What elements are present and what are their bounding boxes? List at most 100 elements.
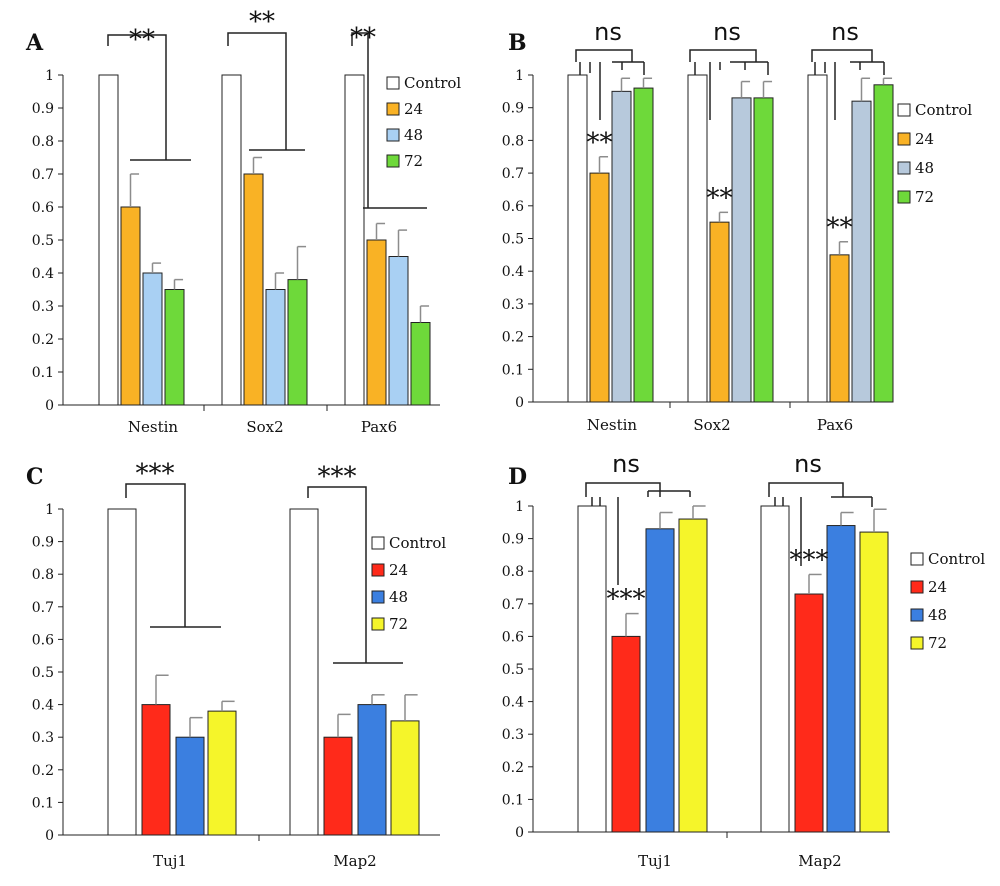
y-tick-label: 0 xyxy=(515,395,524,411)
x-category-label: Nestin xyxy=(587,416,638,434)
bar-significance-label: *** xyxy=(607,585,646,615)
y-tick-label: 0.2 xyxy=(32,332,54,348)
y-tick-label: 0.1 xyxy=(32,795,54,811)
y-tick-label: 0.6 xyxy=(32,200,54,216)
ns-bracket xyxy=(575,49,633,62)
y-tick-label: 1 xyxy=(45,68,54,84)
x-category-label: Pax6 xyxy=(817,416,853,434)
bar-map2-48 xyxy=(357,704,387,836)
bar-tuj1-control xyxy=(577,505,607,833)
legend-swatch-24 xyxy=(897,132,911,146)
legend-swatch-control xyxy=(897,103,911,117)
y-tick-label: 0.4 xyxy=(502,695,524,711)
legend: Control 24 48 72 xyxy=(386,74,461,170)
x-category-label: Pax6 xyxy=(361,418,397,436)
y-tick-label: 0 xyxy=(45,398,54,414)
legend: Control 24 48 72 xyxy=(897,101,972,206)
x-category-label: Tuj1 xyxy=(638,852,672,870)
x-category-label: Sox2 xyxy=(693,416,730,434)
ns-bracket xyxy=(585,482,661,497)
y-tick-label: 0.8 xyxy=(502,564,524,580)
y-tick-label: 0.8 xyxy=(32,567,54,583)
y-tick-label: 1 xyxy=(45,502,54,518)
legend-label: 48 xyxy=(404,126,423,144)
ns-label: ns xyxy=(794,450,822,478)
legend-swatch-24 xyxy=(910,580,924,594)
legend: Control 24 48 72 xyxy=(910,550,985,652)
y-tick-label: 0.2 xyxy=(502,760,524,776)
y-tick-label: 0.5 xyxy=(502,232,524,248)
legend-swatch-72 xyxy=(371,617,385,631)
legend-swatch-24 xyxy=(371,563,385,577)
ns-label: ns xyxy=(713,18,741,46)
legend-label: Control xyxy=(915,101,972,119)
panel-letter: A xyxy=(25,30,44,56)
y-tick-label: 0.5 xyxy=(32,233,54,249)
legend-label: 72 xyxy=(915,188,934,206)
y-tick-label: 0 xyxy=(515,825,524,841)
legend-label: 48 xyxy=(389,588,408,606)
legend-swatch-72 xyxy=(897,190,911,204)
legend-label: 72 xyxy=(389,615,408,633)
bar-pax6-control xyxy=(807,74,828,403)
legend-swatch-48 xyxy=(910,608,924,622)
legend-swatch-control xyxy=(371,536,385,550)
legend-label: Control xyxy=(389,534,446,552)
panel-letter: B xyxy=(508,30,527,56)
y-tick-label: 0.7 xyxy=(32,167,54,183)
x-category-label: Nestin xyxy=(128,418,179,436)
panel-d: D 0 0.1 0.2 0.3 0.4 0.5 0.6 0.7 0.8 0.9 1 Tuj1 *** Map… xyxy=(502,450,986,870)
legend-swatch-48 xyxy=(897,161,911,175)
bar-map2-72 xyxy=(390,720,420,836)
significance-label: *** xyxy=(318,462,357,492)
y-tick-label: 0.3 xyxy=(32,730,54,746)
bar-tuj1-24 xyxy=(611,635,641,833)
ns-label: ns xyxy=(831,18,859,46)
bar-sox2-24 xyxy=(709,221,730,403)
ns-bracket xyxy=(689,49,757,62)
bar-sox2-72 xyxy=(753,97,774,403)
y-tick-label: 0.7 xyxy=(32,600,54,616)
y-tick-label: 0.6 xyxy=(502,629,524,645)
bar-pax6-72 xyxy=(873,84,894,403)
y-tick-label: 0.8 xyxy=(502,133,524,149)
bar-pax6-24 xyxy=(366,239,387,406)
bar-tuj1-72 xyxy=(207,710,237,836)
y-tick-label: 0.1 xyxy=(502,792,524,808)
y-tick-label: 0.4 xyxy=(32,266,54,282)
bar-significance-label: ** xyxy=(707,183,733,213)
bar-tuj1-control xyxy=(107,508,137,836)
x-category-label: Tuj1 xyxy=(153,852,187,870)
y-tick-label: 0.2 xyxy=(502,330,524,346)
legend-label: 24 xyxy=(389,561,408,579)
bar-map2-24 xyxy=(794,593,824,833)
panel-b: B 0 0.1 0.2 0.3 0.4 0.5 0.6 0.7 0.8 0.9 1 Nestin ** So… xyxy=(502,18,973,434)
y-tick-label: 0.1 xyxy=(502,362,524,378)
bar-sox2-48 xyxy=(265,289,286,406)
bar-tuj1-48 xyxy=(645,528,675,833)
legend-label: Control xyxy=(928,550,985,568)
bar-significance-label: ** xyxy=(827,213,853,243)
y-tick-label: 1 xyxy=(515,499,524,515)
y-tick-label: 0.9 xyxy=(502,532,524,548)
bar-map2-24 xyxy=(323,736,353,836)
ns-label: ns xyxy=(612,450,640,478)
y-tick-label: 0.9 xyxy=(502,101,524,117)
y-tick-label: 0 xyxy=(45,828,54,844)
y-tick-label: 0.1 xyxy=(32,365,54,381)
significance-bracket xyxy=(107,34,167,160)
significance-bracket xyxy=(307,486,367,663)
bar-nestin-24 xyxy=(589,172,610,403)
x-category-label: Sox2 xyxy=(246,418,283,436)
y-tick-label: 0.7 xyxy=(502,166,524,182)
bar-sox2-24 xyxy=(243,173,264,406)
y-tick-label: 0.4 xyxy=(502,264,524,280)
bar-significance-label: ** xyxy=(587,128,613,158)
bar-nestin-48 xyxy=(142,272,163,406)
ns-bracket xyxy=(768,482,844,497)
bar-nestin-72 xyxy=(633,87,654,403)
legend-swatch-72 xyxy=(910,636,924,650)
ns-bracket xyxy=(811,49,873,62)
bar-nestin-24 xyxy=(120,206,141,406)
